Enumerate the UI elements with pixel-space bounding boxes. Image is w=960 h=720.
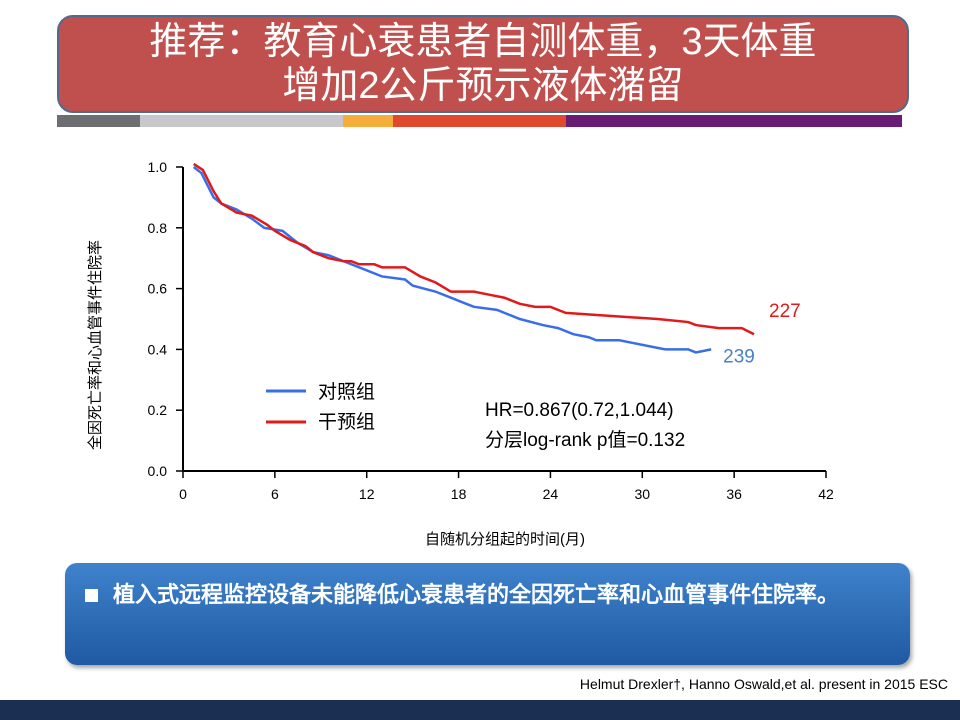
- stripe-seg: [566, 115, 902, 127]
- x-tick-label: 24: [543, 486, 559, 502]
- x-tick-label: 30: [634, 486, 650, 502]
- y-axis-label: 全因死亡率和心血管事件住院率: [86, 240, 104, 450]
- footer-bar: [0, 700, 960, 720]
- end-count-label: 239: [723, 346, 755, 367]
- conclusion-callout: 植入式远程监控设备未能降低心衰患者的全因死亡率和心血管事件住院率。: [65, 563, 910, 665]
- y-tick-label: 0.2: [148, 402, 168, 418]
- x-tick-label: 36: [726, 486, 742, 502]
- x-axis-label: 自随机分组起的时间(月): [425, 531, 585, 548]
- y-tick-label: 0.4: [148, 341, 168, 357]
- logrank-annotation: 分层log-rank p值=0.132: [485, 429, 685, 451]
- title-line-2: 增加2公斤预示液体潴留: [282, 65, 684, 107]
- legend-label-intervention: 干预组: [318, 411, 375, 433]
- stripe-seg: [240, 115, 343, 127]
- hr-annotation: HR=0.867(0.72,1.044): [485, 400, 674, 421]
- y-tick-label: 0.6: [148, 281, 168, 297]
- legend-label-control: 对照组: [318, 381, 375, 403]
- stripe-seg: [57, 115, 140, 127]
- slide-title: 推荐：教育心衰患者自测体重，3天体重 增加2公斤预示液体潴留: [57, 15, 909, 113]
- square-bullet-icon: [85, 589, 98, 602]
- x-tick-label: 18: [451, 486, 467, 502]
- x-tick-label: 0: [179, 486, 187, 502]
- stripe-seg: [393, 115, 566, 127]
- color-stripe: [57, 115, 902, 127]
- y-tick-label: 0.0: [148, 463, 168, 479]
- x-tick-label: 42: [818, 486, 834, 502]
- series-line-intervention: [193, 162, 755, 336]
- y-tick-label: 1.0: [148, 159, 168, 175]
- y-tick-label: 0.8: [148, 220, 168, 236]
- axes: 0 6 12 18 24 30 36 42 0.0 0.2 0.4 0.6 0.8 1.0: [148, 159, 834, 502]
- title-line-1: 推荐：教育心衰患者自测体重，3天体重: [149, 21, 817, 63]
- stripe-seg: [140, 115, 240, 127]
- series-line-control: [192, 166, 712, 354]
- conclusion-text: 植入式远程监控设备未能降低心衰患者的全因死亡率和心血管事件住院率。: [113, 582, 840, 607]
- stripe-seg: [343, 115, 393, 127]
- x-tick-label: 12: [359, 486, 375, 502]
- end-count-label: 227: [769, 301, 801, 322]
- x-tick-label: 6: [271, 486, 279, 502]
- citation: Helmut Drexler†, Hanno Oswald,et al. pre…: [579, 676, 948, 692]
- series-lines: 239 227: [192, 162, 801, 367]
- km-chart: 0 6 12 18 24 30 36 420.00.20.40.60.81.0 239227 …: [86, 159, 834, 548]
